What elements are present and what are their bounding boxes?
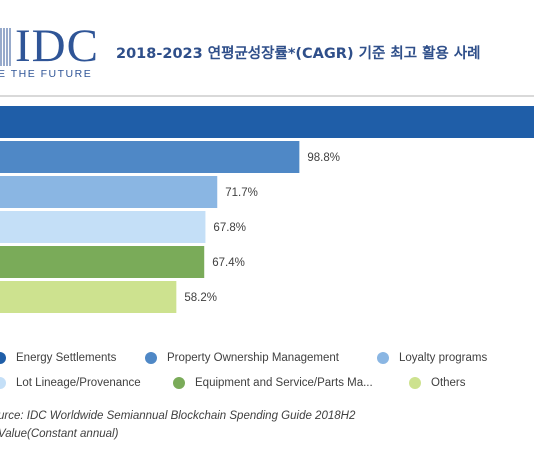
legend-item-lot-lineage: Lot Lineage/Provenance	[0, 375, 141, 391]
legend: Energy Settlements Property Ownership Ma…	[0, 348, 534, 398]
legend-swatch	[377, 352, 389, 364]
legend-swatch	[173, 377, 185, 389]
logo-tagline: E THE FUTURE	[0, 68, 93, 80]
bar-value-label: 67.8%	[213, 222, 246, 234]
header: IDC E THE FUTURE 2018-2023 연평균성장률*(CAGR)…	[0, 0, 534, 100]
logo-text: IDC	[15, 20, 99, 72]
legend-swatch	[0, 352, 6, 364]
source-line-1: urce: IDC Worldwide Semiannual Blockchai…	[0, 410, 356, 422]
source-line-2: Value(Constant annual)	[0, 428, 119, 440]
chart-title: 2018-2023 연평균성장률*(CAGR) 기준 최고 활용 사례	[116, 46, 481, 62]
bar-value-label: 67.4%	[212, 257, 245, 269]
legend-swatch	[0, 377, 6, 389]
bar-lot-lineage-provenance	[0, 211, 206, 243]
legend-item-equipment-service: Equipment and Service/Parts Ma...	[173, 375, 373, 391]
legend-label: Lot Lineage/Provenance	[16, 377, 141, 389]
legend-label: Equipment and Service/Parts Ma...	[195, 377, 373, 389]
bar-equipment-and-service-parts-ma	[0, 246, 205, 278]
legend-label: Loyalty programs	[399, 352, 488, 364]
legend-swatch	[145, 352, 157, 364]
bar-chart: 98.8% 71.7% 67.8% 67.4% 58.2%	[0, 106, 534, 313]
logo-lines-icon	[0, 28, 11, 66]
bar-loyalty-programs	[0, 176, 218, 208]
legend-label: Others	[431, 377, 466, 389]
legend-swatch	[409, 377, 421, 389]
legend-item-others: Others	[409, 375, 466, 391]
bar-energy-settlements	[0, 106, 534, 138]
bar-value-label: 98.8%	[307, 152, 340, 164]
bar-property-ownership-management	[0, 141, 300, 173]
idc-logo: IDC E THE FUTURE	[0, 20, 100, 82]
legend-item-loyalty-programs: Loyalty programs	[377, 350, 487, 366]
legend-item-energy-settlements: Energy Settlements	[0, 350, 116, 366]
source-note: urce: IDC Worldwide Semiannual Blockchai…	[0, 407, 355, 443]
legend-item-property-ownership: Property Ownership Management	[145, 350, 339, 366]
legend-label: Property Ownership Management	[167, 352, 339, 364]
bar-value-label: 58.2%	[184, 292, 217, 304]
bar-others	[0, 281, 177, 313]
header-divider	[0, 95, 534, 97]
bar-value-label: 71.7%	[225, 187, 258, 199]
legend-label: Energy Settlements	[16, 352, 117, 364]
